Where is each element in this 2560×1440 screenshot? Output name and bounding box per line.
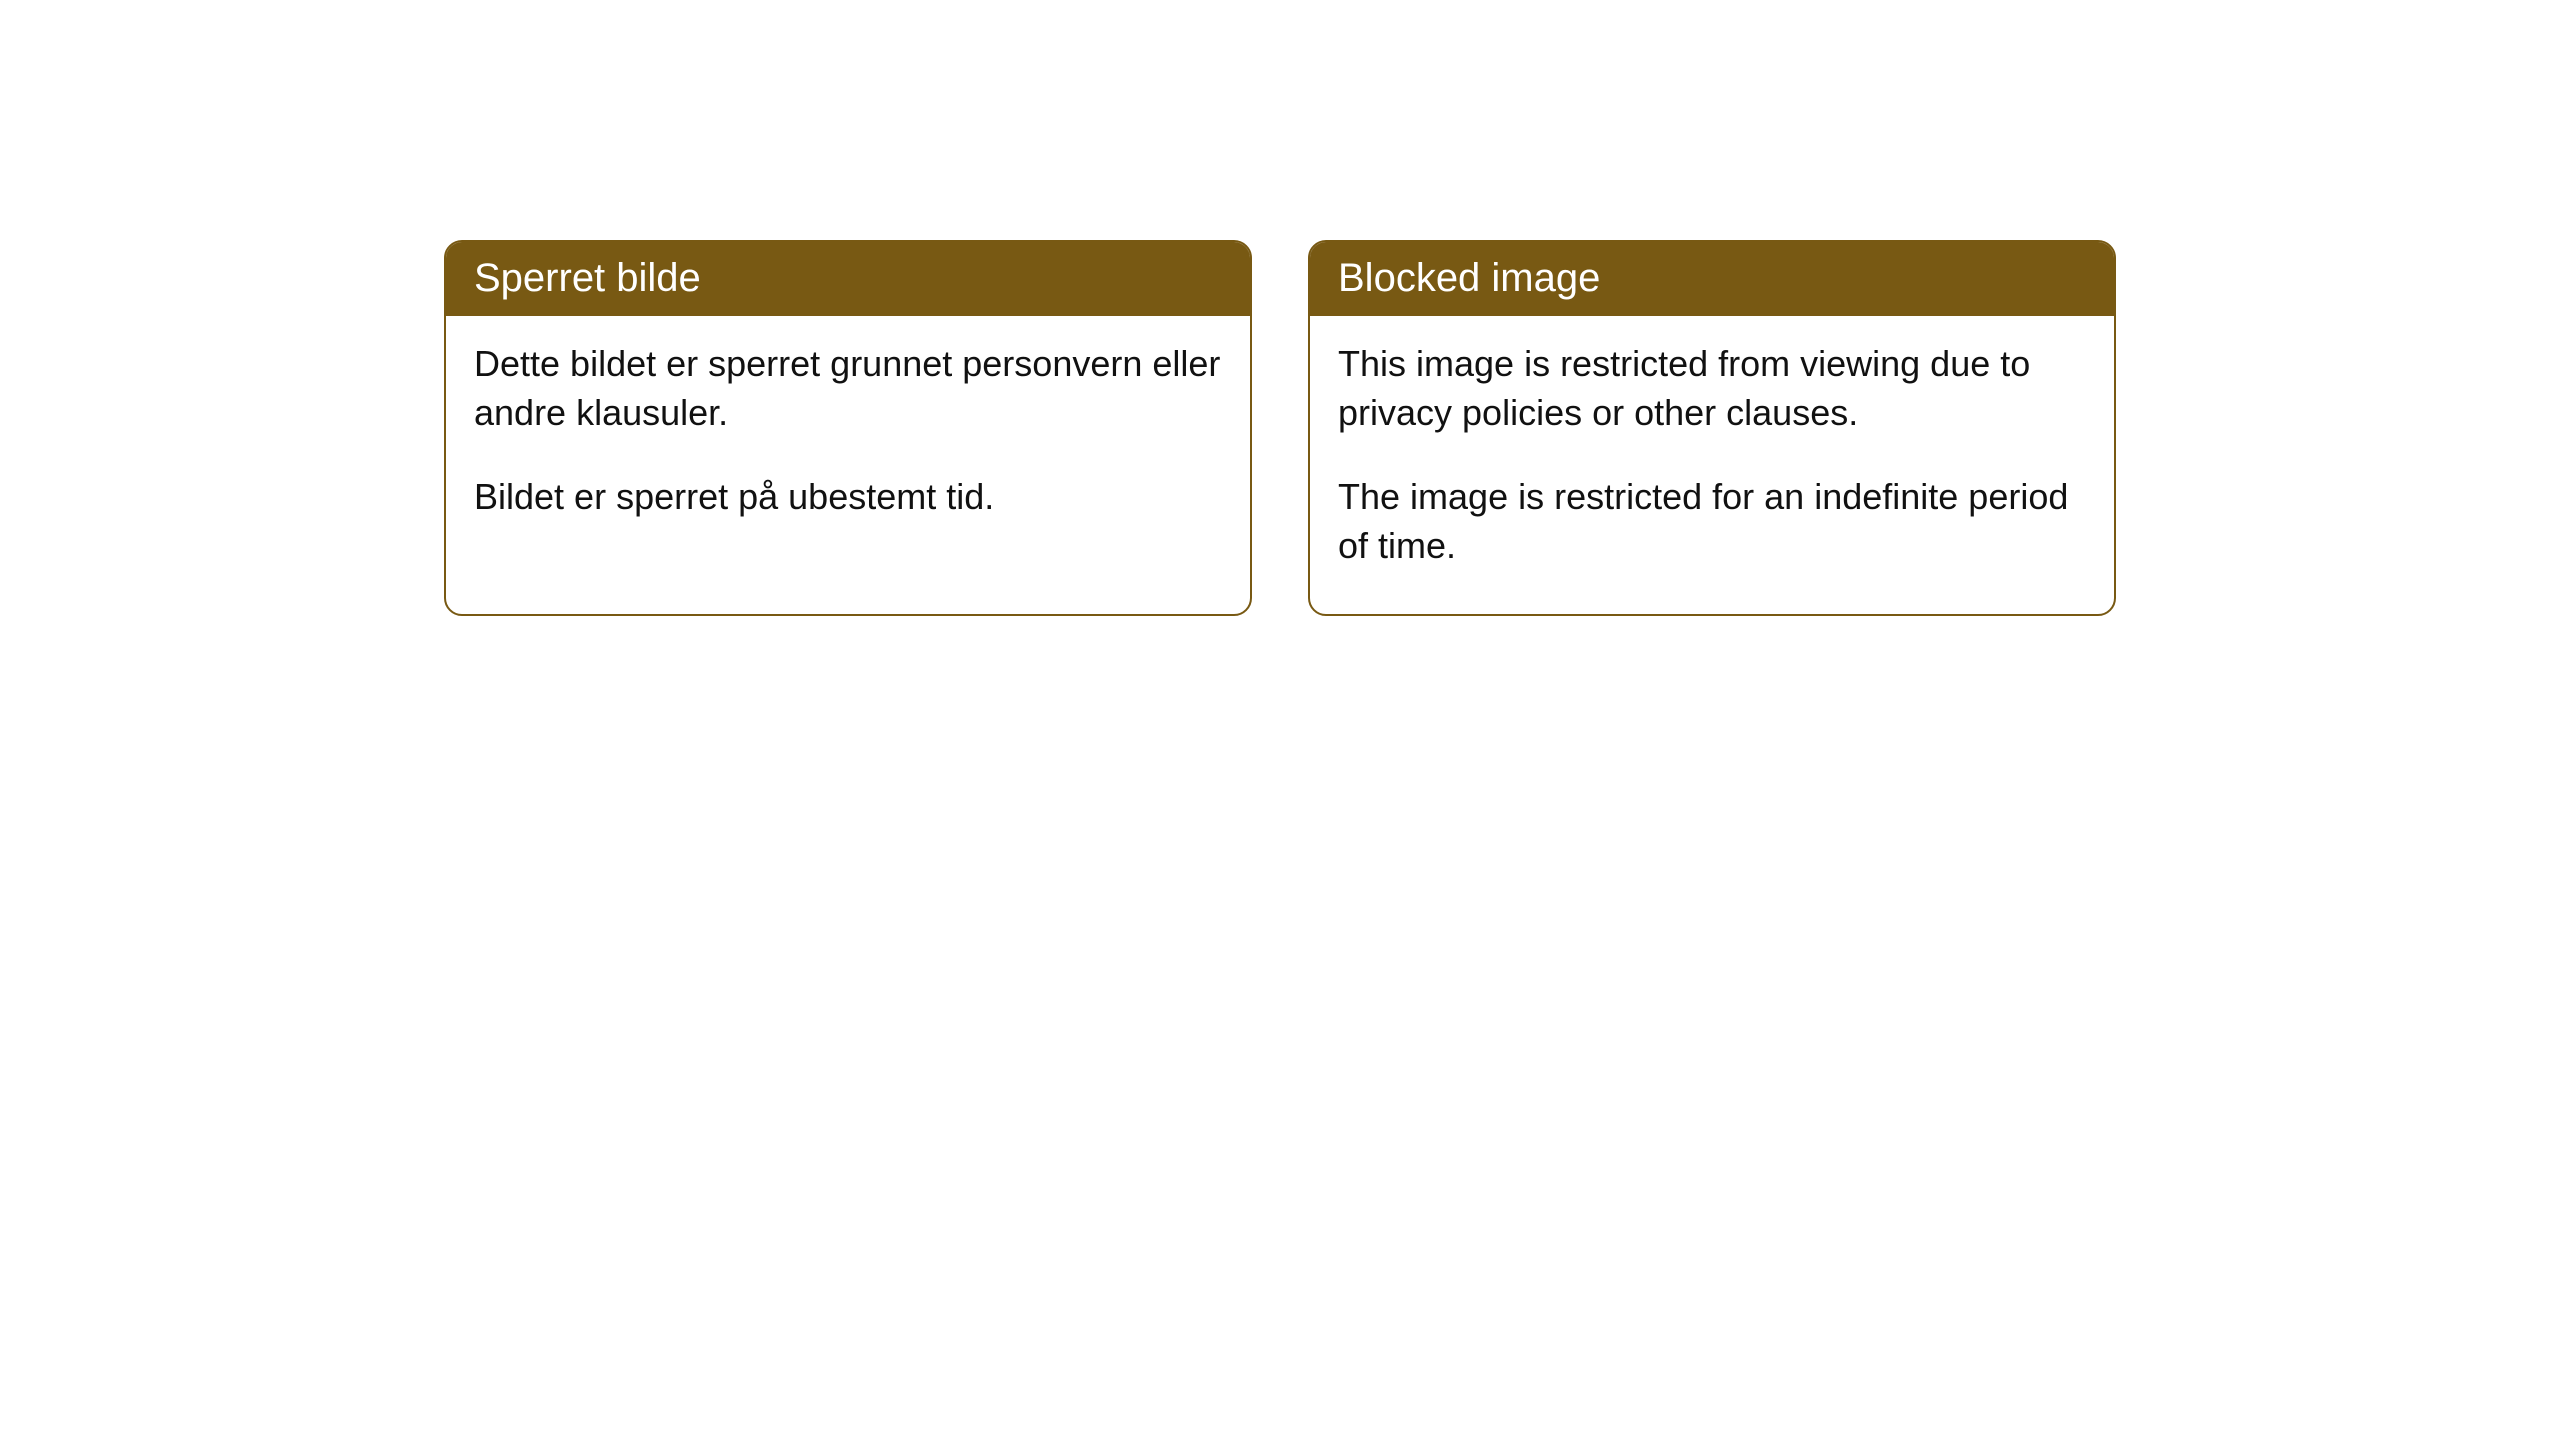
card-english: Blocked image This image is restricted f… [1308,240,2116,616]
card-norwegian: Sperret bilde Dette bildet er sperret gr… [444,240,1252,616]
card-header-english: Blocked image [1310,242,2114,316]
card-body-norwegian: Dette bildet er sperret grunnet personve… [446,316,1250,566]
card-paragraph-1-norwegian: Dette bildet er sperret grunnet personve… [474,340,1222,437]
card-container: Sperret bilde Dette bildet er sperret gr… [0,0,2560,616]
card-paragraph-2-norwegian: Bildet er sperret på ubestemt tid. [474,473,1222,522]
card-header-norwegian: Sperret bilde [446,242,1250,316]
card-paragraph-2-english: The image is restricted for an indefinit… [1338,473,2086,570]
card-body-english: This image is restricted from viewing du… [1310,316,2114,614]
card-paragraph-1-english: This image is restricted from viewing du… [1338,340,2086,437]
